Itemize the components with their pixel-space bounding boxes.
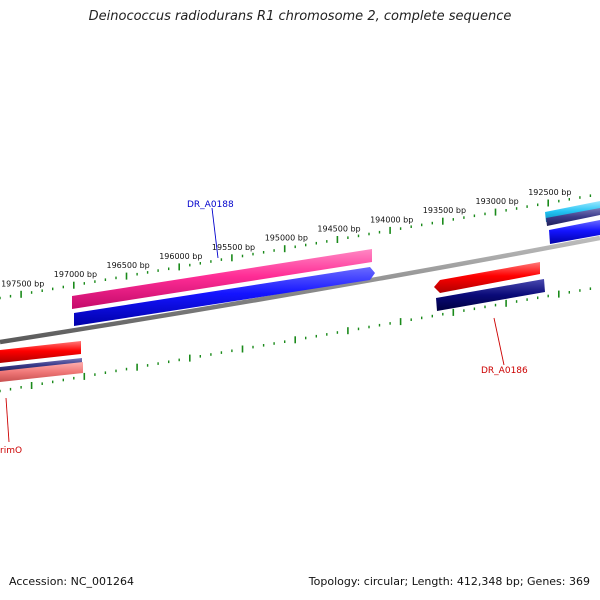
topology-label: Topology: (308, 575, 361, 588)
tick-label-8: 193500 bp (423, 206, 466, 215)
accession-label: Accession: (9, 575, 68, 588)
genes-value: 369 (569, 575, 590, 588)
leader-line-dr-a0188 (211, 207, 219, 259)
sequence-summary: Topology: circular; Length: 412,348 bp; … (308, 575, 590, 588)
tick-label-6: 194500 bp (317, 225, 360, 234)
tick-label-5: 195000 bp (265, 234, 308, 243)
accession-value: NC_001264 (70, 575, 135, 588)
leader-line-dr-a0186 (493, 317, 505, 366)
leader-line-rimo (5, 397, 10, 443)
tick-label-1: 197000 bp (54, 270, 97, 279)
tick-label-4: 195500 bp (212, 243, 255, 252)
tick-label-10: 192500 bp (528, 188, 571, 197)
genes-label: Genes: (527, 575, 566, 588)
chromosome-backbone (0, 235, 600, 345)
outer-tick-ring: 197500 bp 197000 bp 196500 bp 196000 bp 1955… (0, 188, 592, 300)
gene-feature-pink[interactable] (72, 249, 372, 309)
gene-label-dr-a0188[interactable]: DR_A0188 (187, 200, 234, 210)
gene-feature-blue-right[interactable] (549, 220, 600, 244)
gene-feature-salmon[interactable] (0, 362, 83, 382)
gene-feature-blue[interactable] (74, 267, 375, 326)
map-title: Deinococcus radiodurans R1 chromosome 2,… (88, 9, 512, 24)
tick-label-0: 197500 bp (1, 279, 44, 288)
gene-feature-slate[interactable] (546, 208, 600, 226)
gene-features (0, 201, 600, 382)
tick-label-3: 196000 bp (159, 252, 202, 261)
gene-feature-red[interactable] (434, 262, 540, 293)
tick-label-7: 194000 bp (370, 215, 413, 224)
length-value: 412,348 bp (456, 575, 520, 588)
gene-feature-navy[interactable] (436, 279, 545, 311)
tick-label-9: 193000 bp (476, 197, 519, 206)
tick-label-2: 196500 bp (107, 261, 150, 270)
gene-feature-rimo[interactable] (0, 341, 81, 363)
accession-info: Accession: NC_001264 (9, 575, 134, 588)
gene-label-dr-a0186[interactable]: DR_A0186 (481, 366, 528, 376)
length-label: Length: (411, 575, 454, 588)
inner-tick-ring (0, 287, 592, 393)
gene-feature-left-slate[interactable] (0, 358, 82, 372)
gene-label-rimo[interactable]: rimO (0, 446, 22, 456)
topology-value: circular (363, 575, 405, 588)
